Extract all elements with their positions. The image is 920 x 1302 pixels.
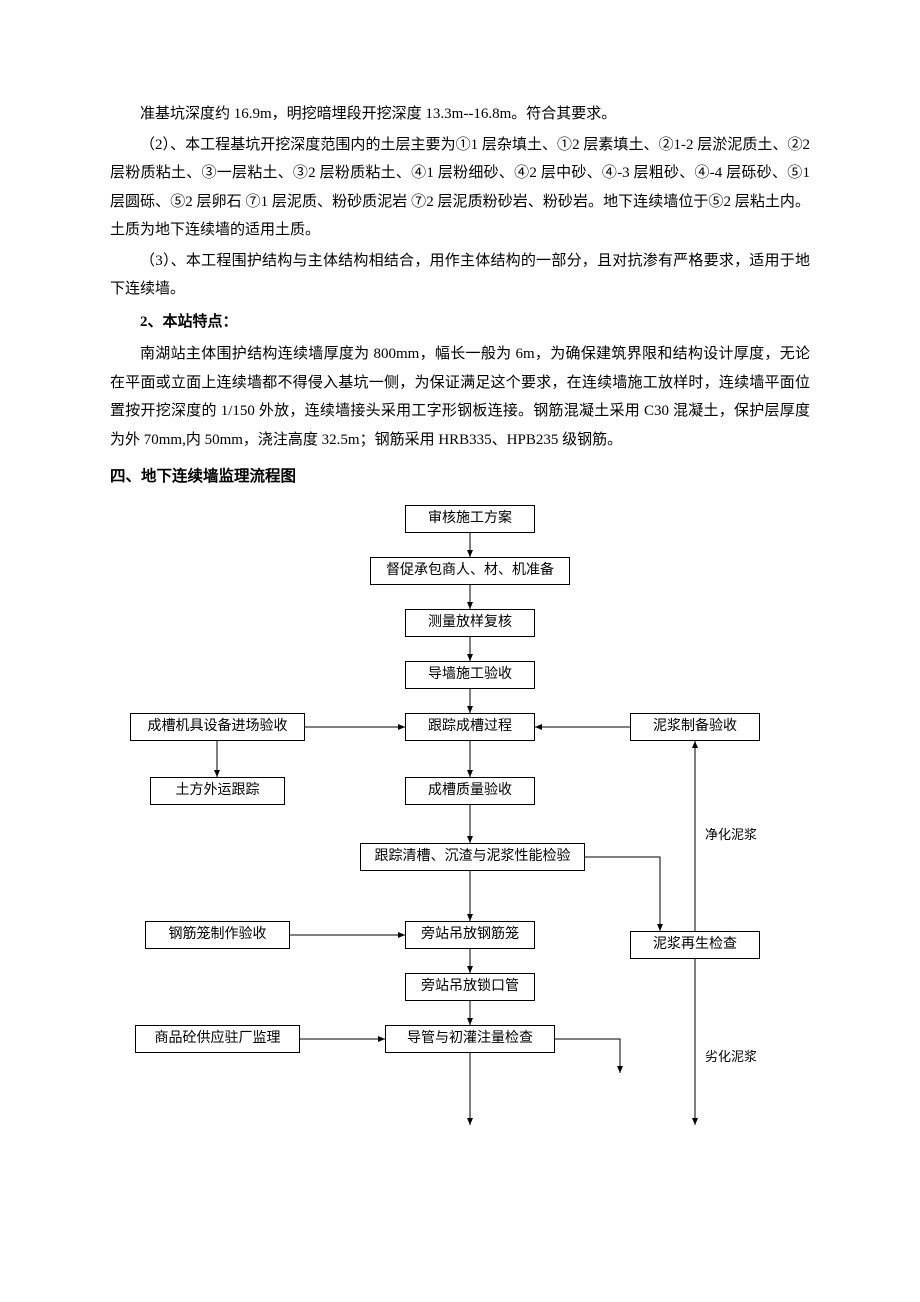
node-track-slotting: 跟踪成槽过程 [405,713,535,741]
node-review-plan: 审核施工方案 [405,505,535,533]
node-concrete-supply: 商品砼供应驻厂监理 [135,1025,300,1053]
label-purify-mud: 净化泥浆 [705,823,757,848]
node-place-lock-pipe: 旁站吊放锁口管 [405,973,535,1001]
supervision-flowchart: 审核施工方案 督促承包商人、材、机准备 测量放样复核 导墙施工验收 成槽机具设备… [110,505,810,1145]
label-degrade-mud: 劣化泥浆 [705,1045,757,1070]
node-place-rebar-cage: 旁站吊放钢筋笼 [405,921,535,949]
subheading-station-features: 2、本站特点： [110,308,810,337]
node-urge-contractor: 督促承包商人、材、机准备 [370,557,570,585]
section-heading-flowchart: 四、地下连续墙监理流程图 [110,462,810,491]
node-clean-sediment: 跟踪清槽、沉渣与泥浆性能检验 [360,843,585,871]
node-survey-recheck: 测量放样复核 [405,609,535,637]
node-mud-prep-accept: 泥浆制备验收 [630,713,760,741]
node-slot-quality: 成槽质量验收 [405,777,535,805]
node-guide-wall-accept: 导墙施工验收 [405,661,535,689]
node-rebar-cage-accept: 钢筋笼制作验收 [145,921,290,949]
node-soil-transport: 土方外运跟踪 [150,777,285,805]
node-equipment-accept: 成槽机具设备进场验收 [130,713,305,741]
paragraph-1: （2）、本工程基坑开挖深度范围内的土层主要为①1 层杂填土、①2 层素填土、②1… [110,131,810,245]
node-tremie-check: 导管与初灌注量检查 [385,1025,555,1053]
paragraph-3: 南湖站主体围护结构连续墙厚度为 800mm，幅长一般为 6m，为确保建筑界限和结… [110,340,810,454]
paragraph-0: 准基坑深度约 16.9m，明挖暗埋段开挖深度 13.3m--16.8m。符合其要… [110,100,810,129]
paragraph-2: （3）、本工程围护结构与主体结构相结合，用作主体结构的一部分，且对抗渗有严格要求… [110,247,810,304]
node-mud-regen-check: 泥浆再生检查 [630,931,760,959]
